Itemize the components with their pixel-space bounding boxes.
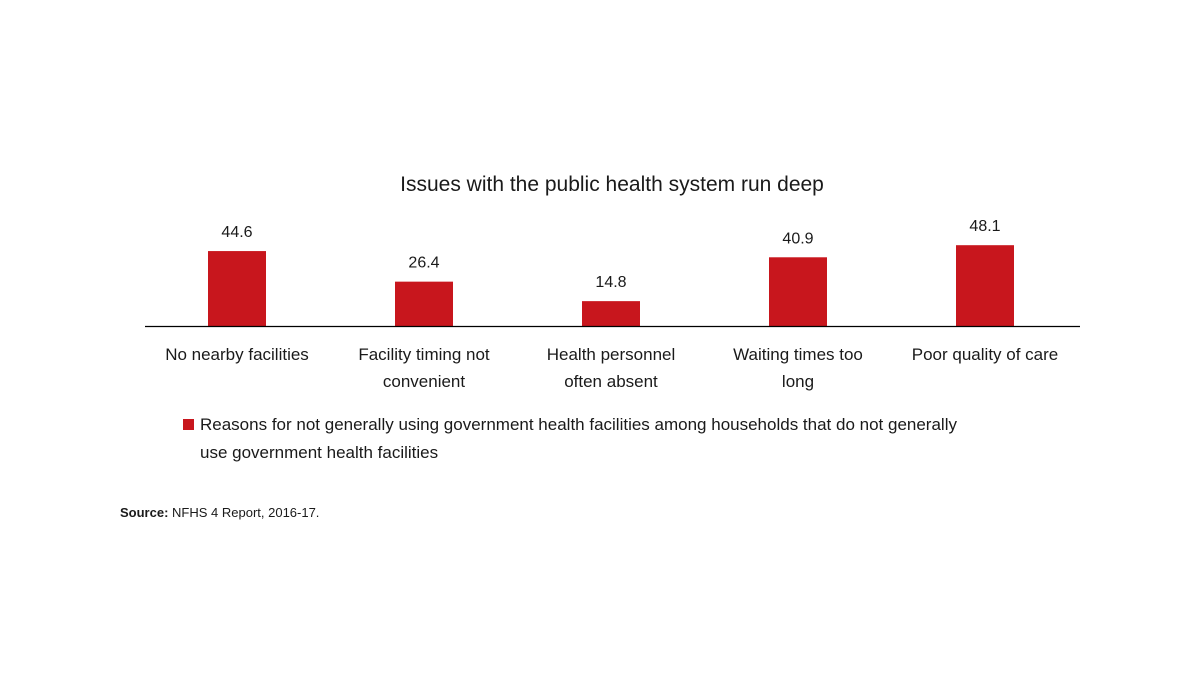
legend-label-line-1: Reasons for not generally using governme… [200,415,957,434]
bar [208,251,266,326]
bar-value-label: 26.4 [408,255,439,272]
source-text: NFHS 4 Report, 2016-17. [168,505,319,520]
bar-value-label: 14.8 [595,274,626,291]
legend-label-line-2: use government health facilities [200,443,438,462]
category-label: Waiting times too [733,345,863,364]
category-labels: No nearby facilities Facility timing not c… [165,345,1058,391]
bar [769,257,827,326]
bar [582,301,640,326]
bar-value-label: 48.1 [969,218,1000,235]
category-label: Health personnel [547,345,676,364]
category-label: Poor quality of care [912,345,1058,364]
legend-swatch [183,419,194,430]
category-label: convenient [383,372,466,391]
category-label: often absent [564,372,658,391]
bar-value-label: 44.6 [221,224,252,241]
chart-title: Issues with the public health system run… [400,173,824,196]
legend: Reasons for not generally using governme… [183,415,957,462]
category-label: No nearby facilities [165,345,309,364]
source-label: Source: [120,505,168,520]
bar [956,245,1014,326]
category-label: Facility timing not [358,345,490,364]
bar-value-label: 40.9 [782,230,813,247]
bars-layer: 44.6 26.4 14.8 40.9 48.1 [208,218,1014,326]
category-label: long [782,372,814,391]
bar [395,281,453,326]
source-note: Source: NFHS 4 Report, 2016-17. [120,505,319,520]
